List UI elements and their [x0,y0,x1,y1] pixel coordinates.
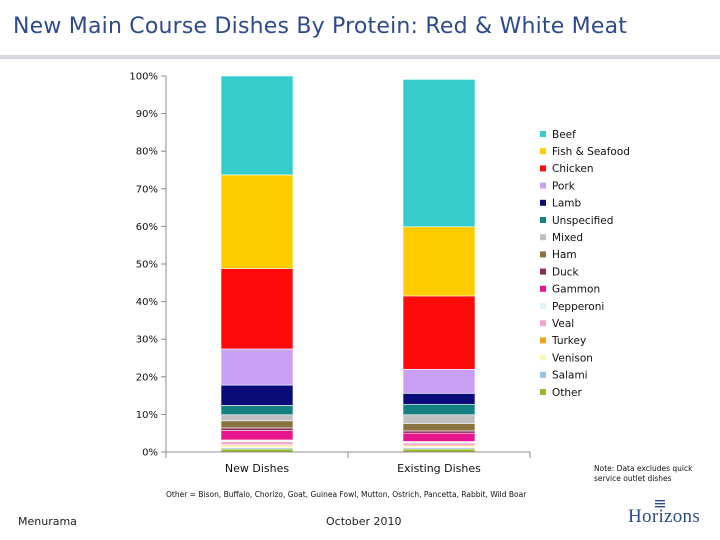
bar-segment-unspecified [220,405,294,416]
bar-segment-pork [402,368,476,394]
legend-swatch [540,131,546,137]
bar-stack-existing-dishes [402,79,476,453]
x-axis: New Dishes Existing Dishes [165,451,531,475]
legend-item: Veal [540,318,574,330]
y-tick-label: 10% [136,410,158,421]
legend-label: Beef [552,129,576,141]
bar-segment-unspecified [402,403,476,416]
legend-label: Gammon [552,284,600,296]
legend-label: Mixed [552,232,583,244]
other-definition-footnote: Other = Bison, Buffalo, Chorizo, Goat, G… [166,490,527,499]
legend-swatch [540,148,546,155]
legend-swatch [540,217,546,223]
legend-swatch [540,182,546,189]
y-tick-label: 70% [136,184,158,195]
y-tick-label: 20% [136,372,158,383]
legend-label: Pepperoni [552,301,604,313]
bar-segment-pork [220,348,294,386]
legend-swatch [540,251,546,258]
y-tick-label: 80% [136,147,158,158]
legend-swatch [540,354,546,361]
legend-swatch [540,303,546,309]
legend-label: Unspecified [552,215,613,227]
legend-swatch [540,285,546,292]
legend-label: Salami [552,370,588,382]
legend-label: Fish & Seafood [552,146,630,158]
legend-label: Turkey [551,335,586,347]
legend-label: Pork [552,180,576,192]
y-tick-label: 30% [136,335,158,346]
legend-item: Unspecified [540,215,613,227]
y-tick-label: 40% [136,297,158,308]
bar-segment-ham [220,420,294,429]
legend-label: Other [552,387,582,399]
bar-segment-beef [402,79,476,228]
bar-segment-veal [220,441,294,445]
slide-title: New Main Course Dishes By Protein: Red &… [13,14,628,39]
bar-segment-fish-seafood [402,226,476,297]
bar-segment-fish-seafood [220,174,294,269]
bar-segment-veal [402,442,476,446]
horizons-logo: Horizons [628,500,708,530]
bar-segment-beef [220,75,294,176]
legend-label: Veal [552,318,574,330]
legend-item: Pepperoni [540,301,604,313]
y-tick-label: 0% [142,448,158,459]
legend-item: Chicken [540,163,594,175]
legend-label: Lamb [552,198,582,210]
data-note: Note: Data excludes quick service outlet… [594,464,693,483]
bar-segment-mixed [402,414,476,424]
x-category-label: New Dishes [225,462,289,475]
legend-swatch [540,320,546,327]
x-category-label: Existing Dishes [397,462,481,475]
legend-swatch [540,268,546,275]
bar-segment-lamb [402,393,476,405]
legend-swatch [540,371,546,378]
y-tick-label: 50% [136,260,158,271]
bar-segment-gammon [220,430,294,441]
y-axis: 0% 10% 20% 30% 40% 50% 60% 70% 80% 90% 100% [129,72,167,459]
title-divider [0,55,720,59]
legend-item: Venison [540,352,593,364]
bar-segment-chicken [220,268,294,350]
footer-date: October 2010 [326,515,402,528]
legend-item: Turkey [540,335,586,347]
bar-segment-duck [402,430,476,434]
legend-swatch [540,234,546,241]
legend-label: Chicken [552,163,594,175]
chart-legend: Beef Fish & Seafood Chicken Pork Lamb Unspeci… [540,129,630,399]
legend-label: Venison [552,352,593,364]
legend-item: Salami [540,370,588,382]
legend-label: Duck [552,266,580,278]
y-tick-label: 90% [136,109,158,120]
bar-segment-lamb [220,384,294,406]
legend-item: Duck [540,266,580,278]
y-tick-label: 60% [136,222,158,233]
y-tick-label: 100% [129,72,158,83]
legend-item: Pork [540,180,576,192]
legend-label: Ham [552,249,577,261]
legend-item: Beef [540,129,576,141]
bar-segment-chicken [402,295,476,370]
legend-swatch [540,199,546,206]
legend-swatch [540,165,546,172]
bar-stack-new-dishes [220,75,294,453]
legend-swatch [540,337,546,344]
legend-item: Mixed [540,232,583,244]
legend-item: Lamb [540,198,582,210]
bar-segment-mixed [220,414,294,422]
logo-mark-icon [655,500,665,508]
legend-item: Gammon [540,284,600,296]
bar-segment-gammon [402,432,476,442]
legend-item: Other [540,387,582,399]
legend-item: Ham [540,249,577,261]
bar-stacks [220,75,476,453]
legend-swatch [540,389,546,395]
logo-text: Horizons [628,506,701,527]
footer-brand: Menurama [18,515,77,528]
bar-segment-duck [220,427,294,431]
legend-item: Fish & Seafood [540,146,630,158]
bar-segment-ham [402,423,476,432]
